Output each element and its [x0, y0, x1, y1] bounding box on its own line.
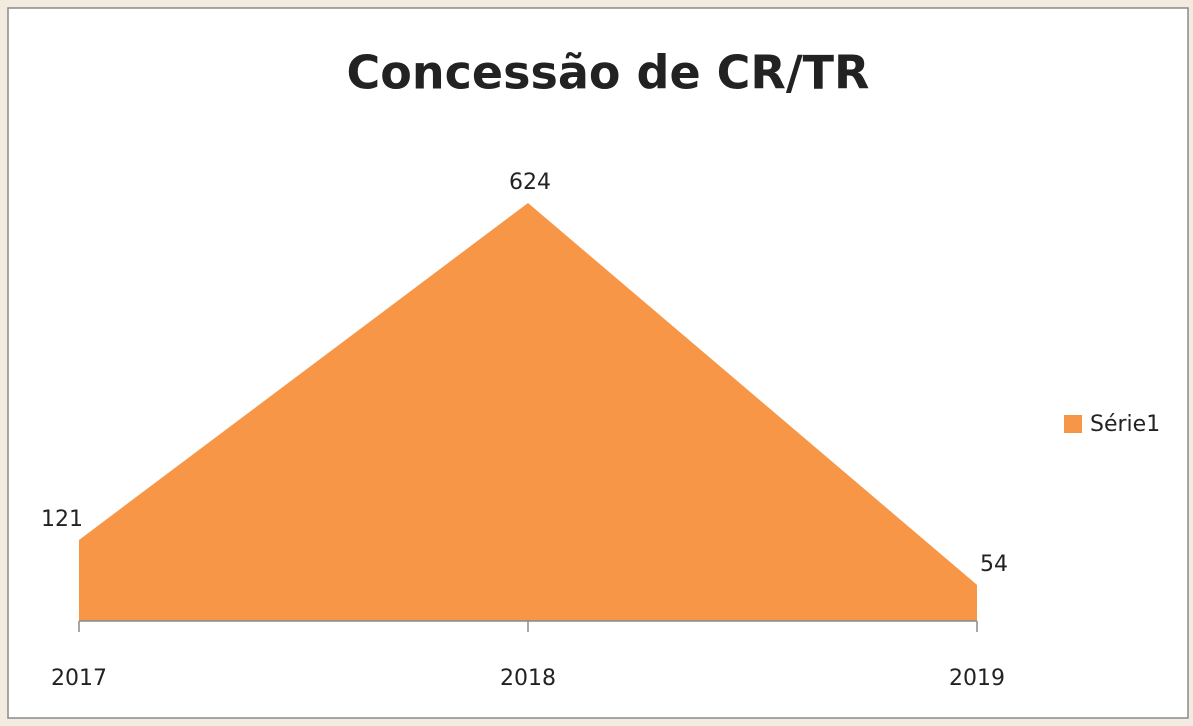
data-label: 54 [980, 552, 1008, 577]
area [79, 203, 977, 621]
legend-swatch [1064, 415, 1082, 433]
legend-label: Série1 [1090, 412, 1160, 437]
x-tick-label: 2017 [51, 666, 107, 691]
data-label: 121 [41, 507, 83, 532]
x-tick-label: 2018 [500, 666, 556, 691]
x-tick-label: 2019 [949, 666, 1005, 691]
data-label: 624 [509, 170, 551, 195]
chart-title: Concessão de CR/TR [347, 46, 870, 100]
